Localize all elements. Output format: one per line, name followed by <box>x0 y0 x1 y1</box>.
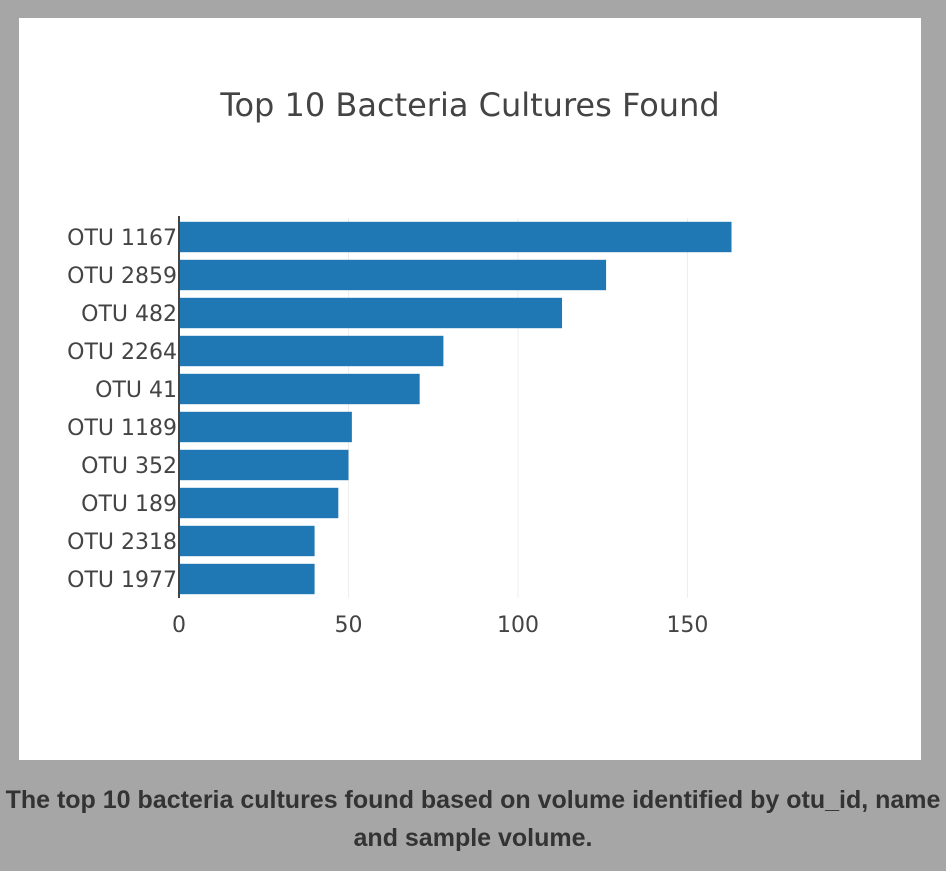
y-tick-label: OTU 189 <box>81 492 177 517</box>
y-tick-label: OTU 1189 <box>67 416 177 441</box>
bar <box>179 259 607 291</box>
y-tick-label: OTU 1167 <box>67 226 177 251</box>
x-tick-label: 150 <box>666 613 708 638</box>
y-tick-label: OTU 2318 <box>67 530 177 555</box>
bar <box>179 487 339 519</box>
chart-card: Top 10 Bacteria Cultures Found OTU 1167 O… <box>19 18 921 760</box>
x-tick-label: 50 <box>334 613 362 638</box>
y-tick-label: OTU 352 <box>81 454 177 479</box>
bar <box>179 297 563 329</box>
y-tick-label: OTU 1977 <box>67 568 177 593</box>
y-tick-label: OTU 2264 <box>67 340 177 365</box>
bar <box>179 411 352 443</box>
chart-title: Top 10 Bacteria Cultures Found <box>219 86 719 124</box>
y-tick-label: OTU 482 <box>81 302 177 327</box>
bar <box>179 221 732 253</box>
y-tick-label: OTU 2859 <box>67 264 177 289</box>
y-axis-labels: OTU 1167 OTU 2859 OTU 482 OTU 2264 OTU 41 OTU… <box>67 226 177 593</box>
bar-chart: Top 10 Bacteria Cultures Found OTU 1167O… <box>67 86 732 638</box>
x-tick-label: 0 <box>172 613 186 638</box>
bar <box>179 335 444 367</box>
x-axis-ticks: 0 50 100 150 <box>172 613 708 638</box>
y-tick-label: OTU 41 <box>95 378 177 403</box>
x-tick-label: 100 <box>497 613 539 638</box>
bar <box>179 525 315 557</box>
bar <box>179 373 420 405</box>
bar <box>179 449 349 481</box>
bars <box>179 221 732 595</box>
chart-caption: The top 10 bacteria cultures found based… <box>5 786 941 852</box>
bar <box>179 563 315 595</box>
